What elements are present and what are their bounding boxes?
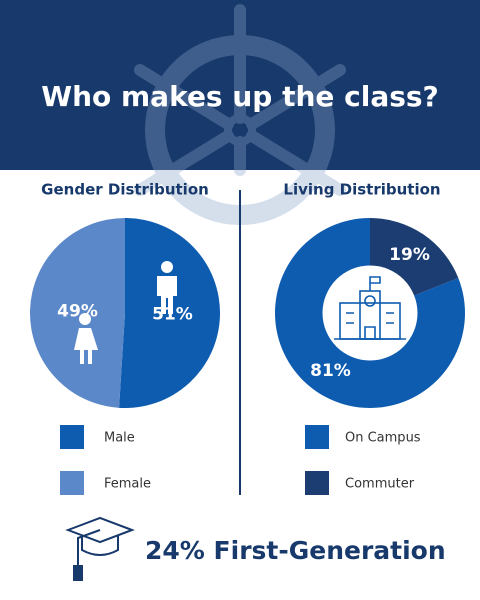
building-icon (334, 276, 406, 340)
legend-label: Female (104, 477, 151, 492)
grad-cap-icon (65, 516, 135, 581)
chart-title: Living Distribution (283, 181, 440, 199)
value-label: 81% (310, 361, 351, 381)
chart-title: Gender Distribution (41, 181, 209, 199)
donut-hole (322, 265, 418, 361)
wheel-watermark (134, 4, 346, 225)
legend-swatch (60, 425, 84, 449)
icon-part (157, 276, 177, 314)
legend-swatch (305, 425, 329, 449)
legend-label: On Campus (345, 431, 421, 446)
value-label: 49% (57, 302, 98, 322)
icon-part (161, 261, 173, 273)
legend-label: Commuter (345, 477, 415, 492)
pie-slice (29, 218, 125, 408)
legend-swatch (60, 471, 84, 495)
icon-part (369, 276, 381, 291)
legend-label: Male (104, 431, 135, 446)
header-band (0, 0, 480, 170)
footer-stat: 24% First-Generation (145, 536, 446, 565)
icon-part (79, 313, 91, 325)
page-title: Who makes up the class? (41, 80, 439, 113)
icon-part (74, 328, 98, 364)
icon-part (334, 312, 406, 340)
value-label: 51% (152, 304, 193, 324)
icon-part (364, 295, 376, 307)
male-icon (157, 261, 177, 314)
female-icon (74, 313, 98, 364)
value-label: 19% (389, 245, 430, 265)
legend-swatch (305, 471, 329, 495)
